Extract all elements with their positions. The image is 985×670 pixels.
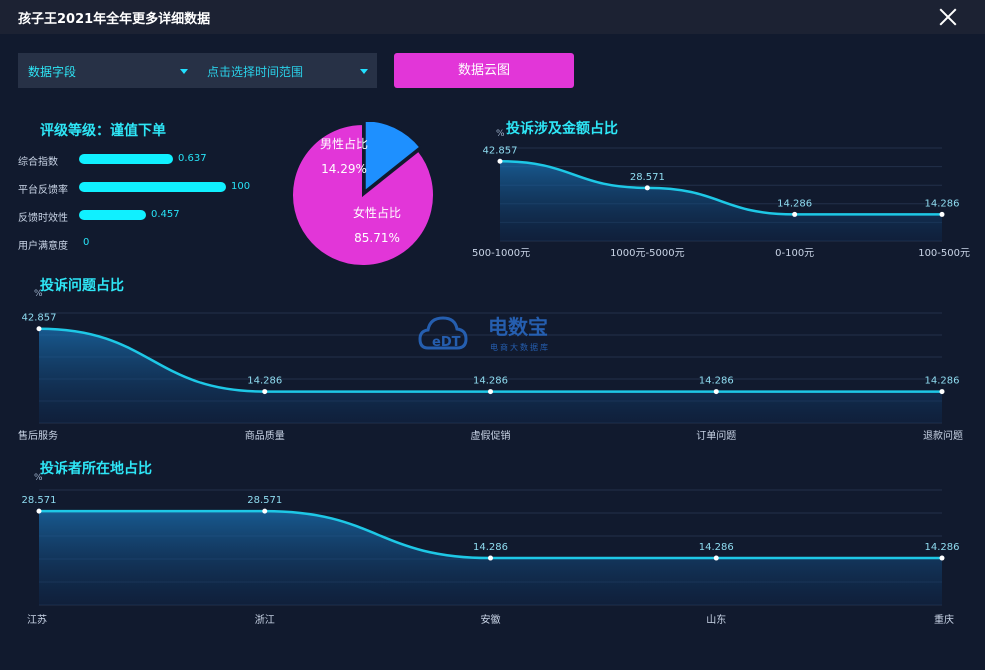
x-tick-label: 山东 xyxy=(706,613,726,626)
field-select[interactable]: 数据字段 xyxy=(28,65,77,79)
data-point[interactable] xyxy=(939,211,945,217)
data-point[interactable] xyxy=(713,555,719,561)
gender-pie-chart: 男性占比 14.29% 女性占比 85.71% xyxy=(291,122,435,267)
metric-label: 用户满意度 xyxy=(18,241,68,252)
data-point[interactable] xyxy=(262,389,268,395)
y-axis-unit: % xyxy=(34,289,43,299)
data-point[interactable] xyxy=(497,158,503,164)
watermark-logo-text: eDT xyxy=(432,335,461,350)
data-label: 28.571 xyxy=(630,172,665,183)
x-tick-label: 浙江 xyxy=(255,614,275,626)
metric-value: 0.457 xyxy=(151,209,180,220)
chart-title: 投诉涉及金额占比 xyxy=(506,120,618,137)
window-title: 孩子王2021年全年更多详细数据 xyxy=(18,12,211,27)
x-tick-label: 重庆 xyxy=(934,613,954,626)
area-fill xyxy=(39,328,942,423)
x-tick-label: 江苏 xyxy=(27,613,47,626)
pie-category-label: 女性占比 xyxy=(353,205,401,220)
data-point[interactable] xyxy=(488,555,493,561)
x-tick-label: 500-1000元 xyxy=(472,248,530,259)
x-tick-label: 0-100元 xyxy=(775,248,814,259)
data-label: 42.857 xyxy=(22,313,57,324)
watermark-name: 电数宝 xyxy=(488,315,548,339)
data-label: 14.286 xyxy=(925,376,960,387)
data-label: 42.857 xyxy=(483,145,518,156)
metric-value: 0.637 xyxy=(178,153,207,164)
data-label: 14.286 xyxy=(699,542,734,553)
data-cloud-button[interactable]: 数据云图 xyxy=(394,53,574,88)
pie-slice[interactable] xyxy=(363,122,422,194)
data-label: 28.571 xyxy=(247,495,282,506)
watermark-tagline: 电商大数据库 xyxy=(490,342,550,352)
data-label: 28.571 xyxy=(22,495,57,506)
time-range-select[interactable]: 点击选择时间范围 xyxy=(207,65,304,79)
chart-title: 投诉者所在地占比 xyxy=(40,460,152,477)
data-label: 14.286 xyxy=(925,198,960,209)
close-icon[interactable] xyxy=(937,6,959,28)
data-point[interactable] xyxy=(36,326,42,332)
chevron-down-icon[interactable] xyxy=(180,69,188,74)
metric-value: 0 xyxy=(83,237,90,248)
chevron-down-icon[interactable] xyxy=(360,69,368,74)
x-tick-label: 1000元-5000元 xyxy=(610,248,685,259)
x-tick-label: 安徽 xyxy=(481,613,501,626)
metric-label: 平台反馈率 xyxy=(18,185,68,196)
data-label: 14.286 xyxy=(247,376,282,387)
x-tick-label: 100-500元 xyxy=(918,248,970,259)
data-label: 14.286 xyxy=(699,376,734,387)
x-tick-label: 退款问题 xyxy=(923,429,963,442)
rating-title: 评级等级：谨值下单 xyxy=(40,123,166,139)
data-point[interactable] xyxy=(644,185,650,191)
x-tick-label: 订单问题 xyxy=(696,429,736,442)
metric-bar xyxy=(79,182,226,192)
pie-value-label: 14.29% xyxy=(321,162,367,176)
data-label: 14.286 xyxy=(925,542,960,553)
data-point[interactable] xyxy=(36,508,42,514)
pie-slice[interactable] xyxy=(291,122,435,267)
x-tick-label: 商品质量 xyxy=(245,429,285,442)
title-bar: 孩子王2021年全年更多详细数据 xyxy=(0,0,985,34)
metric-value: 100 xyxy=(231,181,251,192)
y-axis-unit: % xyxy=(496,129,505,139)
data-point[interactable] xyxy=(488,389,493,395)
metric-label: 反馈时效性 xyxy=(18,213,68,224)
series-line xyxy=(499,160,942,216)
issue-ratio-chart: 投诉问题占比% 42.857 售后服务 14.286 商品质量 14.286 虚假促销 14.… xyxy=(18,277,963,442)
x-tick-label: 售后服务 xyxy=(18,429,58,442)
x-tick-label: 虚假促销 xyxy=(471,429,511,442)
filter-bar: 数据字段 点击选择时间范围 xyxy=(18,53,377,88)
data-label: 14.286 xyxy=(777,198,812,209)
data-point[interactable] xyxy=(262,508,268,514)
pie-value-label: 85.71% xyxy=(354,231,400,245)
amount-ratio-chart: 投诉涉及金额占比% 42.857 500-1000元 28.571 1000元-5000… xyxy=(472,120,970,259)
pie-category-label: 男性占比 xyxy=(320,136,368,151)
watermark-logo: eDT 电数宝 电商大数据库 xyxy=(418,315,550,352)
chart-title: 投诉问题占比 xyxy=(40,277,124,294)
y-axis-unit: % xyxy=(34,473,43,483)
data-label: 14.286 xyxy=(473,376,508,387)
data-point[interactable] xyxy=(792,211,798,217)
data-point[interactable] xyxy=(939,555,945,561)
metric-bar xyxy=(79,154,173,164)
metric-label: 综合指数 xyxy=(18,157,58,168)
data-label: 14.286 xyxy=(473,542,508,553)
location-ratio-chart: 投诉者所在地占比% 28.571 江苏 28.571 浙江 14.286 安徽 14.286 山… xyxy=(22,460,960,626)
data-point[interactable] xyxy=(939,389,945,395)
data-point[interactable] xyxy=(713,389,719,395)
metric-bar xyxy=(79,210,146,220)
